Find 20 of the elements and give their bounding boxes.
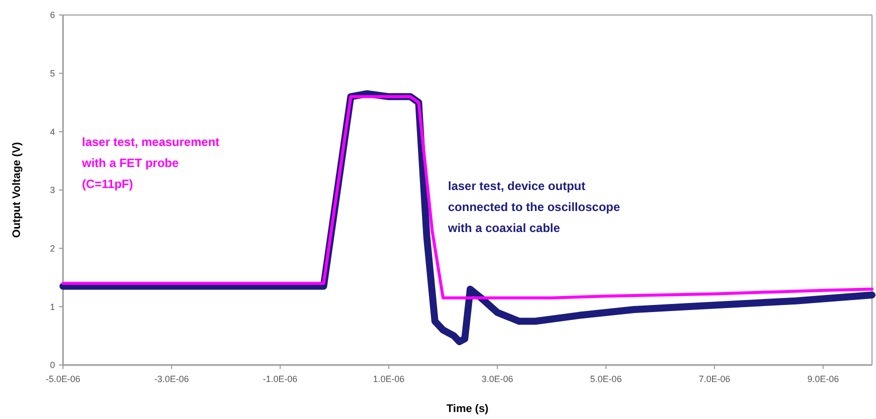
x-tick-label: 7.0E-06 [698, 374, 730, 384]
y-tick-label: 3 [50, 185, 55, 196]
y-tick-label: 6 [50, 10, 55, 20]
x-axis-title: Time (s) [446, 403, 489, 415]
annotation: laser test, measurement with a FET probe (C=11pF) [81, 135, 220, 191]
y-tick-label: 1 [50, 302, 55, 312]
y-tick-label: 5 [50, 68, 55, 78]
y-tick-label: 4 [50, 126, 55, 137]
x-tick-label: 9.0E-06 [807, 374, 839, 384]
y-tick-label: 2 [50, 243, 55, 254]
y-tick-label: 0 [50, 360, 55, 370]
x-tick-label: 3.0E-06 [482, 374, 514, 384]
y-axis-title: Output Voltage (V) [11, 142, 23, 238]
x-tick-label: 5.0E-06 [590, 374, 622, 384]
line-series [62, 95, 874, 300]
annotation: laser test, device output connected to the oscilloscope with a coaxial cable [447, 179, 620, 235]
x-tick-label: -5.0E-06 [46, 374, 80, 384]
x-tick-label: -1.0E-06 [262, 374, 298, 384]
x-tick-label: 1.0E-06 [373, 374, 405, 384]
x-tick-label: -3.0E-06 [154, 374, 189, 384]
